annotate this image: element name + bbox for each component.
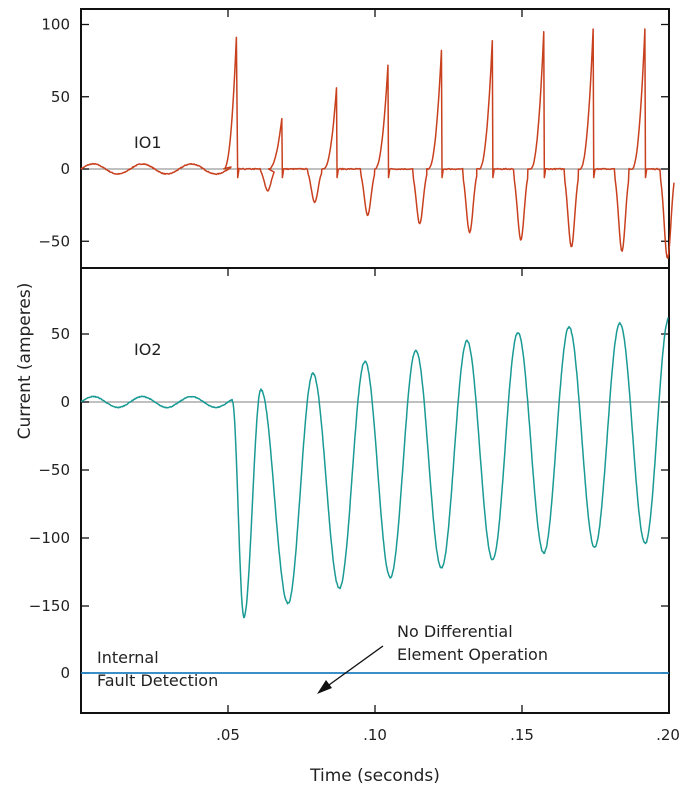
y-axis-title: Current (amperes)	[15, 283, 35, 440]
x-tick-label: .15	[510, 726, 534, 744]
x-axis-title: Time (seconds)	[309, 766, 440, 786]
internal-fault-annotation-line1: Internal	[97, 648, 159, 667]
y-tick-label: −50	[38, 232, 70, 250]
y-tick-label: −150	[29, 597, 70, 615]
y-tick-label: 0	[60, 664, 70, 682]
y-tick-label: 50	[51, 325, 70, 343]
x-tick-label: .20	[656, 726, 680, 744]
y-tick-label: 100	[41, 16, 70, 34]
internal-fault-annotation-line2: Fault Detection	[97, 671, 218, 690]
no-differential-annotation-line2: Element Operation	[397, 645, 548, 664]
y-tick-label: −50	[38, 461, 70, 479]
io2-current-trace	[80, 317, 669, 619]
x-tick-label: .10	[363, 726, 387, 744]
annotation-arrowhead	[317, 680, 332, 694]
y-tick-label: 50	[51, 88, 70, 106]
io1-series-label: IO1	[134, 133, 162, 152]
io1-current-trace	[80, 28, 675, 259]
annotation-arrow-shaft	[321, 645, 384, 691]
y-tick-label: 0	[60, 393, 70, 411]
tick-marks	[81, 9, 670, 713]
tick-labels: .05 .10 .15 .20 100 50 0 −50 50 0 −50 −100 −150 0	[29, 16, 680, 745]
plot-frame	[80, 8, 670, 714]
y-tick-label: 0	[60, 160, 70, 178]
no-differential-annotation-line1: No Differential	[397, 622, 513, 641]
io2-series-label: IO2	[134, 340, 162, 359]
y-tick-label: −100	[29, 529, 70, 547]
x-tick-label: .05	[216, 726, 240, 744]
